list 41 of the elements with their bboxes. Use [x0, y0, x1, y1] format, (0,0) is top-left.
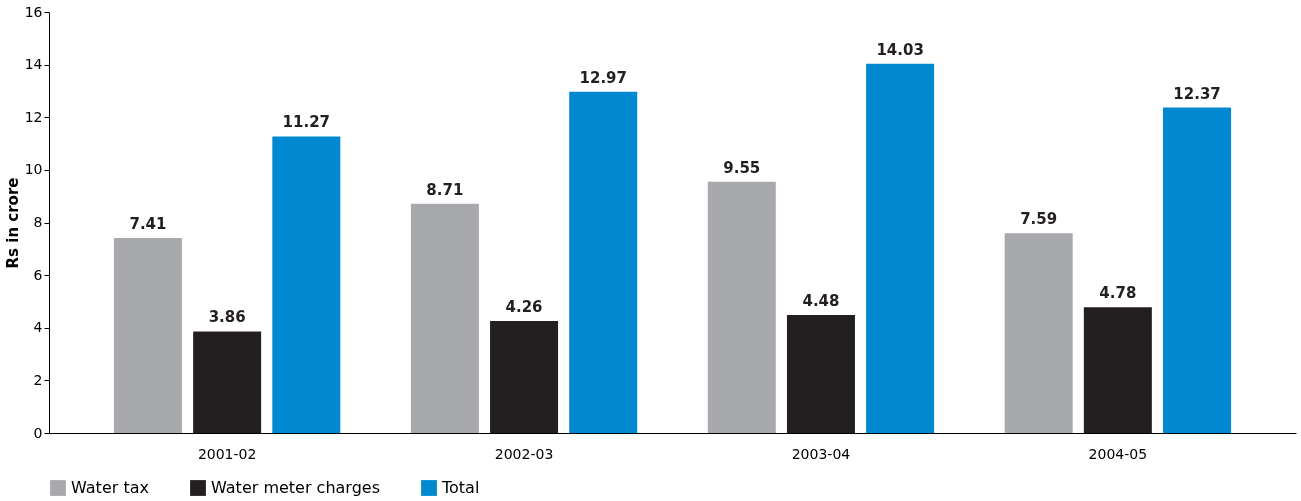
legend-label: Water meter charges [211, 478, 380, 497]
data-label: 8.71 [426, 180, 464, 199]
data-label: 7.41 [129, 215, 167, 234]
bar [272, 136, 341, 433]
y-tick-label: 0 [33, 424, 43, 441]
y-axis-title: Rs in crore [3, 177, 22, 269]
legend-label: Total [441, 478, 480, 497]
data-label: 14.03 [876, 40, 924, 59]
x-tick-label: 2002-03 [494, 445, 554, 462]
data-label: 3.86 [208, 308, 246, 327]
y-tick-label: 16 [24, 3, 43, 20]
bar [786, 315, 855, 433]
y-tick-label: 14 [24, 56, 43, 73]
x-tick-label: 2003-04 [791, 445, 851, 462]
data-label: 9.55 [723, 158, 761, 177]
y-tick-label: 6 [33, 266, 43, 283]
x-tick-label: 2004-05 [1088, 445, 1148, 462]
data-label: 11.27 [282, 113, 331, 132]
data-label: 12.97 [579, 68, 627, 87]
x-tick-label: 2001-02 [197, 445, 257, 462]
bar [1163, 107, 1232, 433]
data-label: 4.78 [1099, 284, 1137, 303]
y-tick-label: 2 [33, 371, 43, 388]
bar [410, 203, 479, 433]
bar [1083, 307, 1152, 433]
data-label: 4.26 [505, 297, 543, 316]
bar [569, 91, 638, 433]
y-tick-label: 10 [24, 161, 43, 178]
data-label: 4.48 [802, 292, 840, 311]
data-label: 7.59 [1020, 210, 1058, 229]
legend-label: Water tax [71, 478, 149, 497]
bar [490, 320, 559, 433]
y-tick-label: 4 [33, 319, 43, 336]
bar [113, 238, 182, 433]
bar [193, 331, 262, 433]
bar [707, 181, 776, 433]
y-tick-label: 12 [24, 108, 43, 125]
bar [866, 63, 935, 433]
bar [1004, 233, 1073, 433]
data-label: 12.37 [1173, 84, 1221, 103]
y-tick-label: 8 [33, 214, 43, 230]
